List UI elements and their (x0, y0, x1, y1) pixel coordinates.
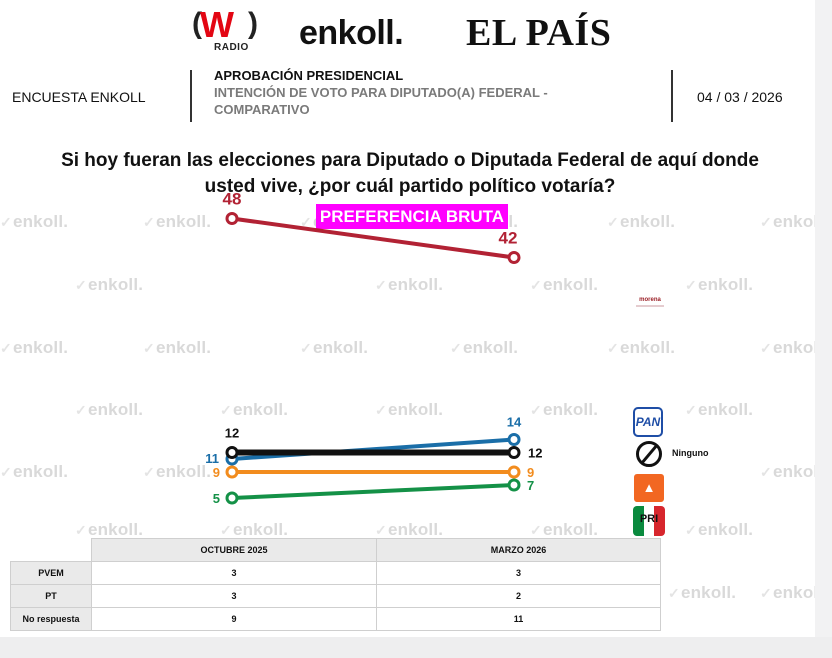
w-radio-letter: W (200, 4, 234, 45)
data-label: 42 (499, 229, 518, 248)
logo-bar: ( W ) RADIO enkoll. EL PAÍS (0, 0, 815, 60)
table-col-oct-2025: OCTUBRE 2025 (91, 538, 377, 562)
survey-label: ENCUESTA ENKOLL (12, 89, 146, 105)
data-label: 9 (213, 465, 220, 480)
data-label: 11 (205, 451, 219, 466)
line-chart: 48 42 11 14 12 12 9 9 5 7 (205, 190, 542, 507)
data-point (507, 478, 521, 492)
movimiento-ciudadano-logo: ▲ (634, 474, 664, 502)
table-row-label: No respuesta (10, 607, 92, 631)
table-row-label: PT (10, 584, 92, 608)
pan-logo: PAN (633, 407, 663, 437)
table-cell: 3 (91, 584, 377, 608)
el-pais-logo: EL PAÍS (466, 12, 612, 54)
slide: ✓enkoll.✓enkoll.✓enkoll.✓enkoll.✓enkoll.… (0, 0, 815, 637)
header-title: APROBACIÓN PRESIDENCIAL (214, 68, 404, 83)
data-label: 12 (528, 446, 542, 461)
preference-badge: PREFERENCIA BRUTA (316, 204, 508, 229)
survey-question: Si hoy fueran las elecciones para Diputa… (61, 150, 759, 197)
morena-logo: morena (633, 296, 667, 322)
header-titles: APROBACIÓN PRESIDENCIAL INTENCIÓN DE VOT… (214, 67, 634, 118)
series-line-1 (231, 437, 515, 461)
w-radio-label: RADIO (214, 42, 249, 53)
w-radio-left-wave: ( (192, 7, 202, 40)
data-label: 5 (213, 491, 220, 506)
morena-logo-underline (636, 305, 664, 307)
w-radio-right-wave: ) (248, 7, 258, 40)
table-cell: 3 (91, 561, 377, 585)
window-edge-right (815, 0, 832, 637)
data-point (225, 465, 239, 479)
data-point (225, 212, 239, 225)
survey-date: 04 / 03 / 2026 (697, 89, 783, 105)
header-divider-right (671, 70, 673, 122)
table-cell: 11 (376, 607, 661, 631)
data-label: 48 (223, 190, 242, 209)
w-radio-logo: ( W ) RADIO (190, 4, 270, 56)
series-line-4 (231, 483, 515, 500)
table-cell: 9 (91, 607, 377, 631)
morena-logo-text: morena (639, 297, 661, 303)
data-label: 14 (507, 415, 522, 430)
table-cell: 2 (376, 584, 661, 608)
series-line-0 (231, 216, 515, 260)
data-point (225, 491, 239, 505)
header-divider-left (190, 70, 192, 122)
data-label: 7 (527, 478, 534, 493)
data-point (507, 251, 521, 264)
table-header-row: OCTUBRE 2025 MARZO 2026 (10, 538, 661, 562)
table-row: PVEM 3 3 (10, 561, 661, 585)
window-edge-bottom (0, 637, 832, 658)
pri-logo-text: PRI (639, 513, 659, 525)
data-point (225, 446, 239, 459)
data-label: 12 (225, 426, 239, 441)
other-parties-table: OCTUBRE 2025 MARZO 2026 PVEM 3 3 PT 3 2 … (10, 538, 661, 631)
table-row: PT 3 2 (10, 584, 661, 608)
table-cell: 3 (376, 561, 661, 585)
data-label: 9 (527, 465, 534, 480)
data-point (507, 446, 521, 459)
table-row: No respuesta 9 11 (10, 607, 661, 631)
header-subtitle: INTENCIÓN DE VOTO PARA DIPUTADO(A) FEDER… (214, 85, 548, 117)
enkoll-logo: enkoll. (299, 14, 404, 52)
table-corner (10, 538, 92, 562)
ninguno-icon (636, 441, 662, 467)
pri-logo: PRI (633, 506, 665, 536)
data-point (507, 433, 521, 446)
data-point (507, 465, 521, 479)
ninguno-label: Ninguno (672, 448, 709, 458)
table-col-mar-2026: MARZO 2026 (376, 538, 661, 562)
table-row-label: PVEM (10, 561, 92, 585)
